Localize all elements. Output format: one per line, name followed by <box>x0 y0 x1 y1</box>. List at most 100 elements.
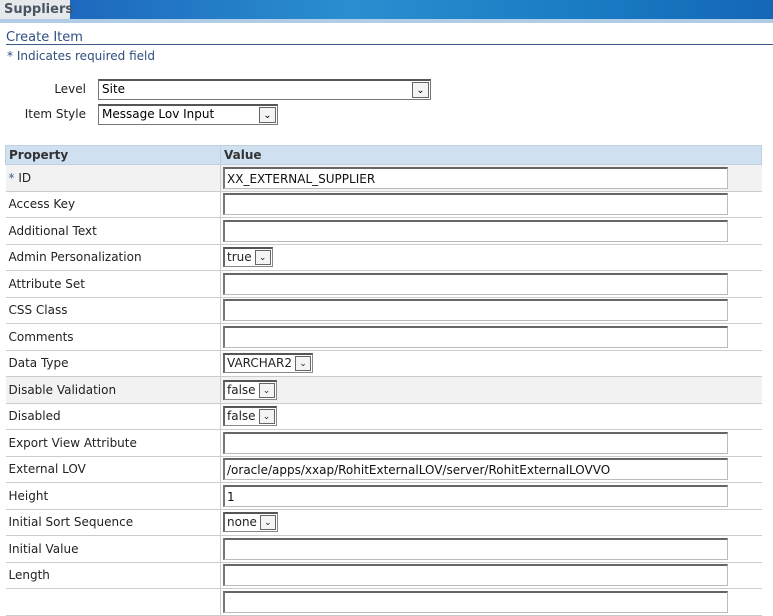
property-label: Comments <box>5 323 221 351</box>
property-name: Length <box>8 568 50 583</box>
property-value-select[interactable]: none ⌄ <box>223 512 278 533</box>
property-value-input[interactable] <box>223 564 728 587</box>
property-name: Initial Sort Sequence <box>8 515 134 530</box>
table-row: Export View Attribute <box>5 429 762 457</box>
property-name: Attribute Set <box>8 276 86 291</box>
table-row: External LOV/oracle/apps/xxap/RohitExter… <box>5 456 762 483</box>
property-name: Height <box>8 488 49 503</box>
table-row: Disable Validation false ⌄ <box>5 376 762 404</box>
property-label: External LOV <box>5 456 221 483</box>
chevron-down-icon[interactable]: ⌄ <box>258 382 275 398</box>
property-value-select[interactable]: false ⌄ <box>223 379 277 400</box>
header-divider <box>0 19 773 23</box>
required-indicator: * <box>8 170 15 185</box>
property-label: Length <box>5 562 221 589</box>
property-label: Admin Personalization <box>5 244 221 271</box>
property-label: * ID <box>5 164 221 192</box>
property-value-cell <box>220 217 762 245</box>
property-value-input[interactable] <box>223 431 728 454</box>
property-value-cell: false ⌄ <box>220 376 762 404</box>
property-value-select[interactable]: VARCHAR2 ⌄ <box>223 353 313 374</box>
table-row: Initial Value <box>5 535 762 563</box>
property-value-cell: 1 <box>220 482 762 510</box>
chevron-down-icon[interactable]: ⌄ <box>254 250 271 266</box>
table-row: * ID XX_EXTERNAL_SUPPLIER <box>5 164 762 192</box>
property-value-input[interactable] <box>223 193 728 216</box>
item-style-value: Message Lov Input <box>102 107 215 121</box>
item-style-select[interactable]: Message Lov Input ⌄ <box>98 104 278 125</box>
level-select[interactable]: Site ⌄ <box>98 79 431 100</box>
property-label: CSS Class <box>5 297 221 324</box>
properties-table: Property Value * ID XX_EXTERNAL_SUPPLIER A… <box>5 145 762 616</box>
property-value-input[interactable]: 1 <box>223 484 728 507</box>
table-row: Admin Personalization true ⌄ <box>5 244 762 271</box>
property-name: Disable Validation <box>8 382 117 397</box>
table-row: Additional Text <box>5 217 762 245</box>
property-value-select[interactable]: false ⌄ <box>223 406 277 427</box>
property-value-input[interactable]: XX_EXTERNAL_SUPPLIER <box>223 166 728 189</box>
property-value-cell: /oracle/apps/xxap/RohitExternalLOV/serve… <box>220 456 762 483</box>
property-label: Access Key <box>5 191 221 218</box>
property-value-cell <box>220 535 762 563</box>
item-style-label: Item Style <box>24 107 86 121</box>
table-row: Attribute Set <box>5 270 762 298</box>
chevron-down-icon[interactable]: ⌄ <box>294 356 311 372</box>
selected-value: VARCHAR2 <box>227 356 292 371</box>
property-value-cell: true ⌄ <box>220 244 762 271</box>
property-name: Export View Attribute <box>8 435 137 450</box>
chevron-down-icon[interactable]: ⌄ <box>258 409 275 425</box>
table-row: Comments <box>5 323 762 351</box>
property-name: Additional Text <box>8 223 97 238</box>
table-row: Length <box>5 562 762 589</box>
property-label <box>5 588 221 616</box>
property-name: Admin Personalization <box>8 250 142 265</box>
property-value-input[interactable] <box>223 299 728 322</box>
level-value: Site <box>102 82 126 96</box>
property-name: ID <box>18 170 32 185</box>
property-value-input[interactable]: /oracle/apps/xxap/RohitExternalLOV/serve… <box>223 458 728 481</box>
property-value-cell: XX_EXTERNAL_SUPPLIER <box>220 164 762 192</box>
selected-value: none <box>227 515 257 530</box>
property-value-input[interactable] <box>223 590 728 613</box>
table-row <box>5 588 762 616</box>
property-label: Initial Value <box>5 535 221 563</box>
property-value-cell: VARCHAR2 ⌄ <box>220 350 762 377</box>
property-label: Disabled <box>5 403 221 430</box>
property-value-input[interactable] <box>223 325 728 348</box>
selected-value: false <box>227 409 256 424</box>
property-value-cell <box>220 429 762 457</box>
property-value-cell <box>220 588 762 616</box>
property-name: Disabled <box>8 409 61 424</box>
chevron-down-icon[interactable]: ⌄ <box>412 82 429 98</box>
property-name: Comments <box>8 329 74 344</box>
table-row: CSS Class <box>5 297 762 324</box>
property-value-select[interactable]: true ⌄ <box>223 247 273 268</box>
property-name: External LOV <box>8 462 86 477</box>
property-value-input[interactable] <box>223 272 728 295</box>
table-row: Height 1 <box>5 482 762 510</box>
property-name: Data Type <box>8 356 69 371</box>
column-header-property: Property <box>5 145 221 165</box>
table-row: Access Key <box>5 191 762 218</box>
level-label: Level <box>54 82 86 96</box>
property-value-input[interactable] <box>223 219 728 242</box>
property-value-cell <box>220 191 762 218</box>
property-value-cell <box>220 297 762 324</box>
table-row: Data Type VARCHAR2 ⌄ <box>5 350 762 377</box>
property-value-input[interactable] <box>223 537 728 560</box>
property-value-cell <box>220 562 762 589</box>
property-value-cell: none ⌄ <box>220 509 762 536</box>
property-name: Access Key <box>8 197 76 212</box>
chevron-down-icon[interactable]: ⌄ <box>259 107 276 123</box>
required-field-note: * Indicates required field <box>7 49 156 63</box>
page-title: Create Item <box>6 30 83 45</box>
property-value-cell: false ⌄ <box>220 403 762 430</box>
property-value-cell <box>220 270 762 298</box>
chevron-down-icon[interactable]: ⌄ <box>259 515 276 531</box>
tab-suppliers[interactable]: Suppliers <box>0 0 73 19</box>
property-label: Disable Validation <box>5 376 221 404</box>
property-label: Additional Text <box>5 217 221 245</box>
column-header-value: Value <box>220 145 762 165</box>
property-label: Data Type <box>5 350 221 377</box>
property-name: CSS Class <box>8 303 68 318</box>
